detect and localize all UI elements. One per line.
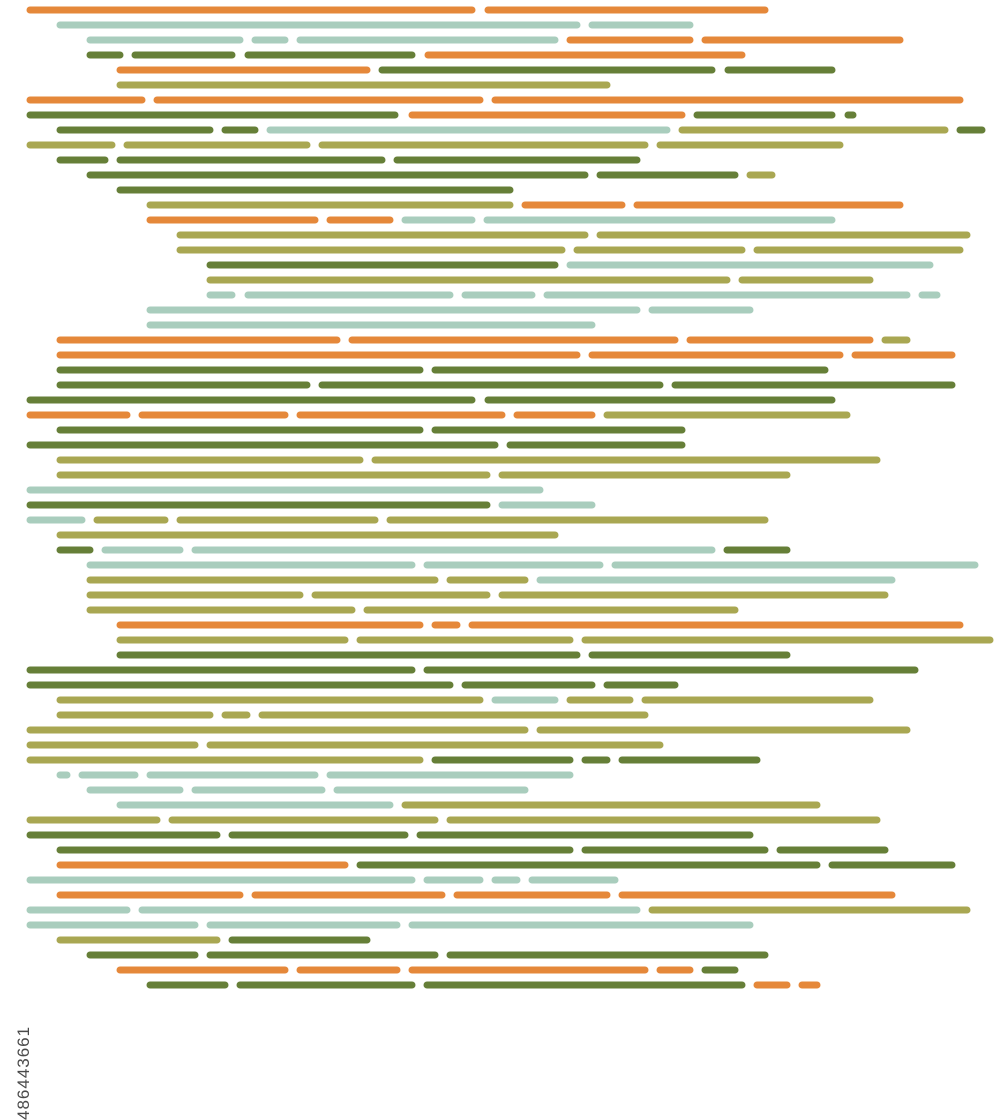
stock-id-watermark: 486443661 <box>14 1025 33 1120</box>
abstract-stripe-artwork <box>26 6 994 989</box>
stripe-layer <box>26 6 994 989</box>
